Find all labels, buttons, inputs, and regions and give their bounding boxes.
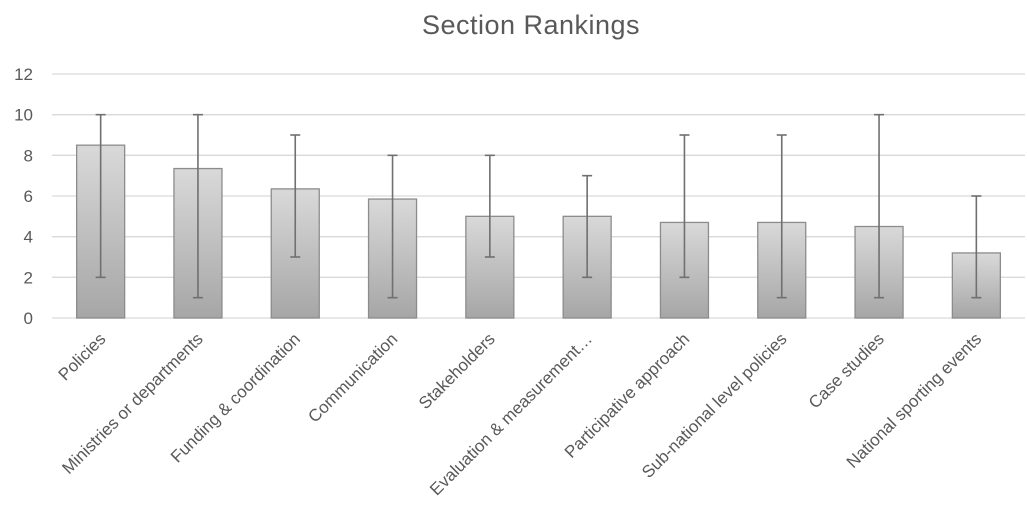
- y-tick-label: 0: [24, 309, 33, 328]
- error-bar: [387, 154, 398, 299]
- y-tick-label: 6: [24, 187, 33, 206]
- error-bar: [971, 195, 982, 299]
- x-tick-label: Communication: [304, 329, 401, 426]
- bars: [76, 144, 1001, 319]
- error-bar: [874, 113, 885, 299]
- y-tick-label: 4: [24, 228, 33, 247]
- error-bar: [679, 134, 690, 279]
- error-bar: [290, 134, 301, 258]
- error-bar: [582, 174, 593, 279]
- x-tick-label: Case studies: [805, 329, 888, 412]
- error-bar: [776, 134, 787, 299]
- error-bar: [95, 113, 106, 279]
- error-bar: [192, 113, 203, 299]
- y-tick-label: 12: [14, 65, 33, 84]
- y-tick-label: 8: [24, 146, 33, 165]
- y-tick-label: 2: [24, 268, 33, 287]
- y-axis-ticks: 0 2 4 6 8 10 12: [14, 65, 33, 328]
- error-bars: [95, 113, 982, 299]
- x-tick-label: Policies: [55, 329, 110, 384]
- x-tick-label: Evaluation & measurement…: [426, 329, 596, 499]
- x-tick-label: Stakeholders: [415, 329, 499, 413]
- chart-title: Section Rankings: [421, 10, 641, 40]
- error-bar: [484, 154, 495, 258]
- y-tick-label: 10: [14, 106, 33, 125]
